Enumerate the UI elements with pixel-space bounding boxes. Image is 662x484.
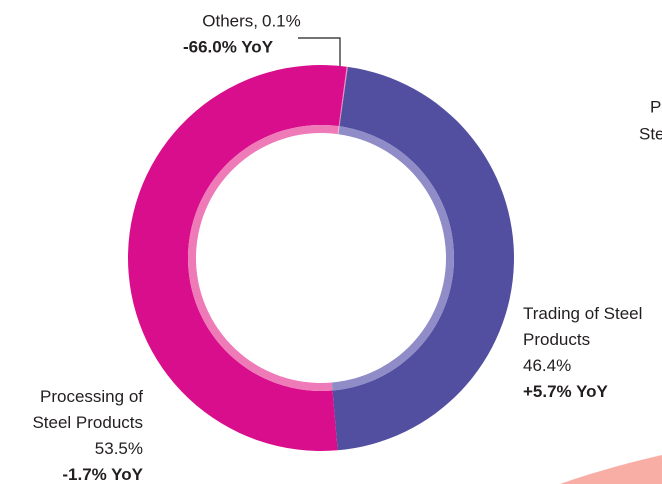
leader-line (298, 37, 341, 72)
decor-swoosh (560, 455, 662, 484)
slice-yoy-label: -1.7% YoY (62, 465, 143, 484)
slice-value-label: 0.1% (262, 11, 301, 30)
donut-slice (338, 66, 348, 127)
slice-label-text: Trading of Steel Products 46.4% +5.7% YoY (523, 301, 653, 405)
slice-label: Processing of Steel Products 53.5% -1.7% Y… (13, 384, 143, 484)
slice-category: Others, (202, 11, 258, 30)
slice-label: Trading of Steel Products 46.4% +5.7% YoY (523, 301, 653, 405)
slice-category: Processing of Steel Products (32, 387, 143, 432)
donut-slice-inner (337, 126, 340, 135)
donut-slice (332, 66, 514, 451)
slice-category: Trading of Steel Products (523, 304, 643, 349)
slice-value-label: 53.5% (94, 439, 143, 458)
slice-label-text: Processing of Steel Products 53.5% -1.7% Y… (13, 384, 143, 484)
slice-yoy-label: -66.0% YoY (183, 37, 274, 56)
donut-slice (128, 65, 347, 452)
slice-yoy-label: +5.7% YoY (523, 382, 608, 401)
slice-value-label: 46.4% (523, 356, 572, 375)
annotation: P (650, 97, 661, 116)
annotation: Ste (639, 124, 662, 143)
